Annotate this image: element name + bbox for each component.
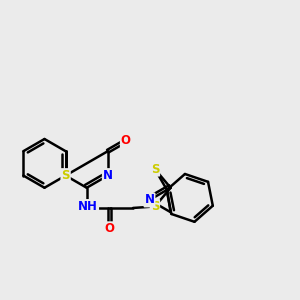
Text: S: S: [151, 200, 159, 213]
Text: N: N: [103, 169, 113, 182]
Text: NH: NH: [78, 200, 98, 213]
Text: N: N: [145, 194, 154, 206]
Text: S: S: [151, 163, 159, 176]
Text: O: O: [121, 134, 131, 147]
Text: O: O: [105, 222, 115, 235]
Text: S: S: [61, 169, 70, 182]
